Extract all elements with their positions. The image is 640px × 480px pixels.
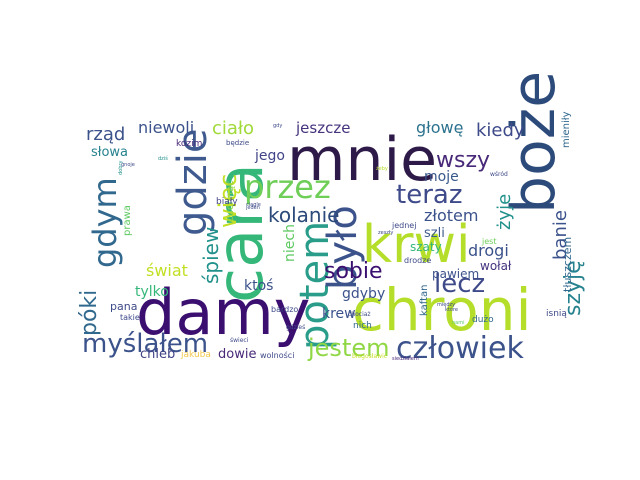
cloud-word: drogi xyxy=(468,241,509,260)
cloud-word: więc xyxy=(214,174,242,228)
cloud-word: jest xyxy=(481,237,496,246)
cloud-word: wśród xyxy=(490,171,508,178)
cloud-word: takie xyxy=(120,313,140,322)
cloud-word: szyję xyxy=(561,260,586,316)
cloud-word: gdym xyxy=(86,177,124,268)
cloud-word: zeszły xyxy=(378,230,393,236)
cloud-word: świeci xyxy=(230,337,249,344)
cloud-word: jeszcze xyxy=(295,119,350,137)
cloud-word: szli xyxy=(424,226,445,241)
cloud-word: rząd xyxy=(86,124,125,145)
cloud-word: cara xyxy=(204,163,278,303)
cloud-word: będzie xyxy=(226,139,249,147)
cloud-word: prawa xyxy=(122,205,133,236)
cloud-word: chroni xyxy=(352,276,532,344)
cloud-word: żeby xyxy=(376,166,388,172)
cloud-word: świat xyxy=(146,261,188,280)
cloud-word: cuchnąć xyxy=(224,180,236,222)
cloud-word: śpiew xyxy=(199,227,223,284)
cloud-word: błogosławić xyxy=(352,353,387,360)
cloud-word: jednej xyxy=(391,221,416,230)
cloud-word: kaftan xyxy=(419,285,430,316)
cloud-word: które xyxy=(445,306,458,313)
cloud-word: damy xyxy=(136,276,310,349)
cloud-word: chleb xyxy=(140,347,175,362)
cloud-word: tylko xyxy=(135,284,169,300)
cloud-word: ciało xyxy=(212,118,254,139)
cloud-word: słowa xyxy=(91,145,128,160)
cloud-word: boże xyxy=(499,71,569,214)
cloud-word: chociaż xyxy=(348,311,371,318)
cloud-word: pawiem xyxy=(432,267,479,281)
word-cloud-words: damy chroni mnie boże cara krwi gdzie potembyło… xyxy=(77,71,586,366)
cloud-word: złotem xyxy=(424,206,478,225)
cloud-word: moje xyxy=(424,169,459,185)
cloud-word: żyje xyxy=(494,194,515,230)
cloud-word: wolności xyxy=(260,350,294,360)
cloud-word: sobie xyxy=(324,259,383,284)
cloud-word: teraz xyxy=(396,180,462,210)
cloud-word: póki xyxy=(77,290,102,336)
cloud-word: szaty xyxy=(410,240,442,254)
cloud-word: kiedy xyxy=(476,120,525,141)
cloud-word: isnią xyxy=(546,309,567,319)
cloud-word: jakuba xyxy=(180,350,211,360)
cloud-word: kozim xyxy=(176,139,202,149)
cloud-word: myślałem xyxy=(82,329,208,359)
cloud-word: siedziałem xyxy=(392,356,419,362)
cloud-word: między xyxy=(437,302,455,308)
cloud-word: kolanie xyxy=(268,203,339,227)
cloud-word: drodze xyxy=(404,256,431,265)
cloud-word: gdy xyxy=(273,123,282,129)
cloud-word: banie xyxy=(550,210,571,260)
cloud-word: człowiek xyxy=(396,331,524,366)
cloud-word: przez xyxy=(244,168,331,206)
cloud-word: nich xyxy=(353,321,372,331)
cloud-word: jeden xyxy=(245,205,260,211)
cloud-word: dziś xyxy=(158,155,168,162)
cloud-word: jestem xyxy=(307,334,390,362)
cloud-word: krwi xyxy=(362,215,470,275)
cloud-word: mieniły xyxy=(561,111,572,148)
cloud-word: wszy xyxy=(436,148,490,173)
cloud-word: jego xyxy=(254,148,285,164)
cloud-word: gdzieś xyxy=(286,324,305,331)
cloud-word: ciągle xyxy=(246,202,261,208)
cloud-word: mnie xyxy=(287,125,437,195)
cloud-word: pana xyxy=(110,300,137,313)
cloud-word: gnoje xyxy=(121,162,135,168)
cloud-word: tłuszczem xyxy=(561,237,574,292)
cloud-word: niech xyxy=(282,224,298,262)
cloud-word: biały xyxy=(216,197,238,207)
cloud-word: krew xyxy=(322,306,356,322)
cloud-word: dużo xyxy=(472,315,494,325)
cloud-word: wołał xyxy=(480,259,512,273)
cloud-word: lecz xyxy=(434,269,485,299)
cloud-word: ktoś xyxy=(244,278,273,294)
cloud-word: niewoli xyxy=(138,118,194,137)
cloud-word: gdyby xyxy=(342,286,385,302)
cloud-word: dowie xyxy=(218,347,256,362)
cloud-word: bardzo xyxy=(271,305,298,314)
cloud-word: gdzie xyxy=(170,129,216,237)
cloud-word: było xyxy=(320,205,366,290)
cloud-word: głowę xyxy=(416,118,463,137)
cloud-word: potem xyxy=(292,221,338,350)
cloud-word: dobry xyxy=(118,161,124,175)
cloud-word: nami xyxy=(452,320,465,326)
